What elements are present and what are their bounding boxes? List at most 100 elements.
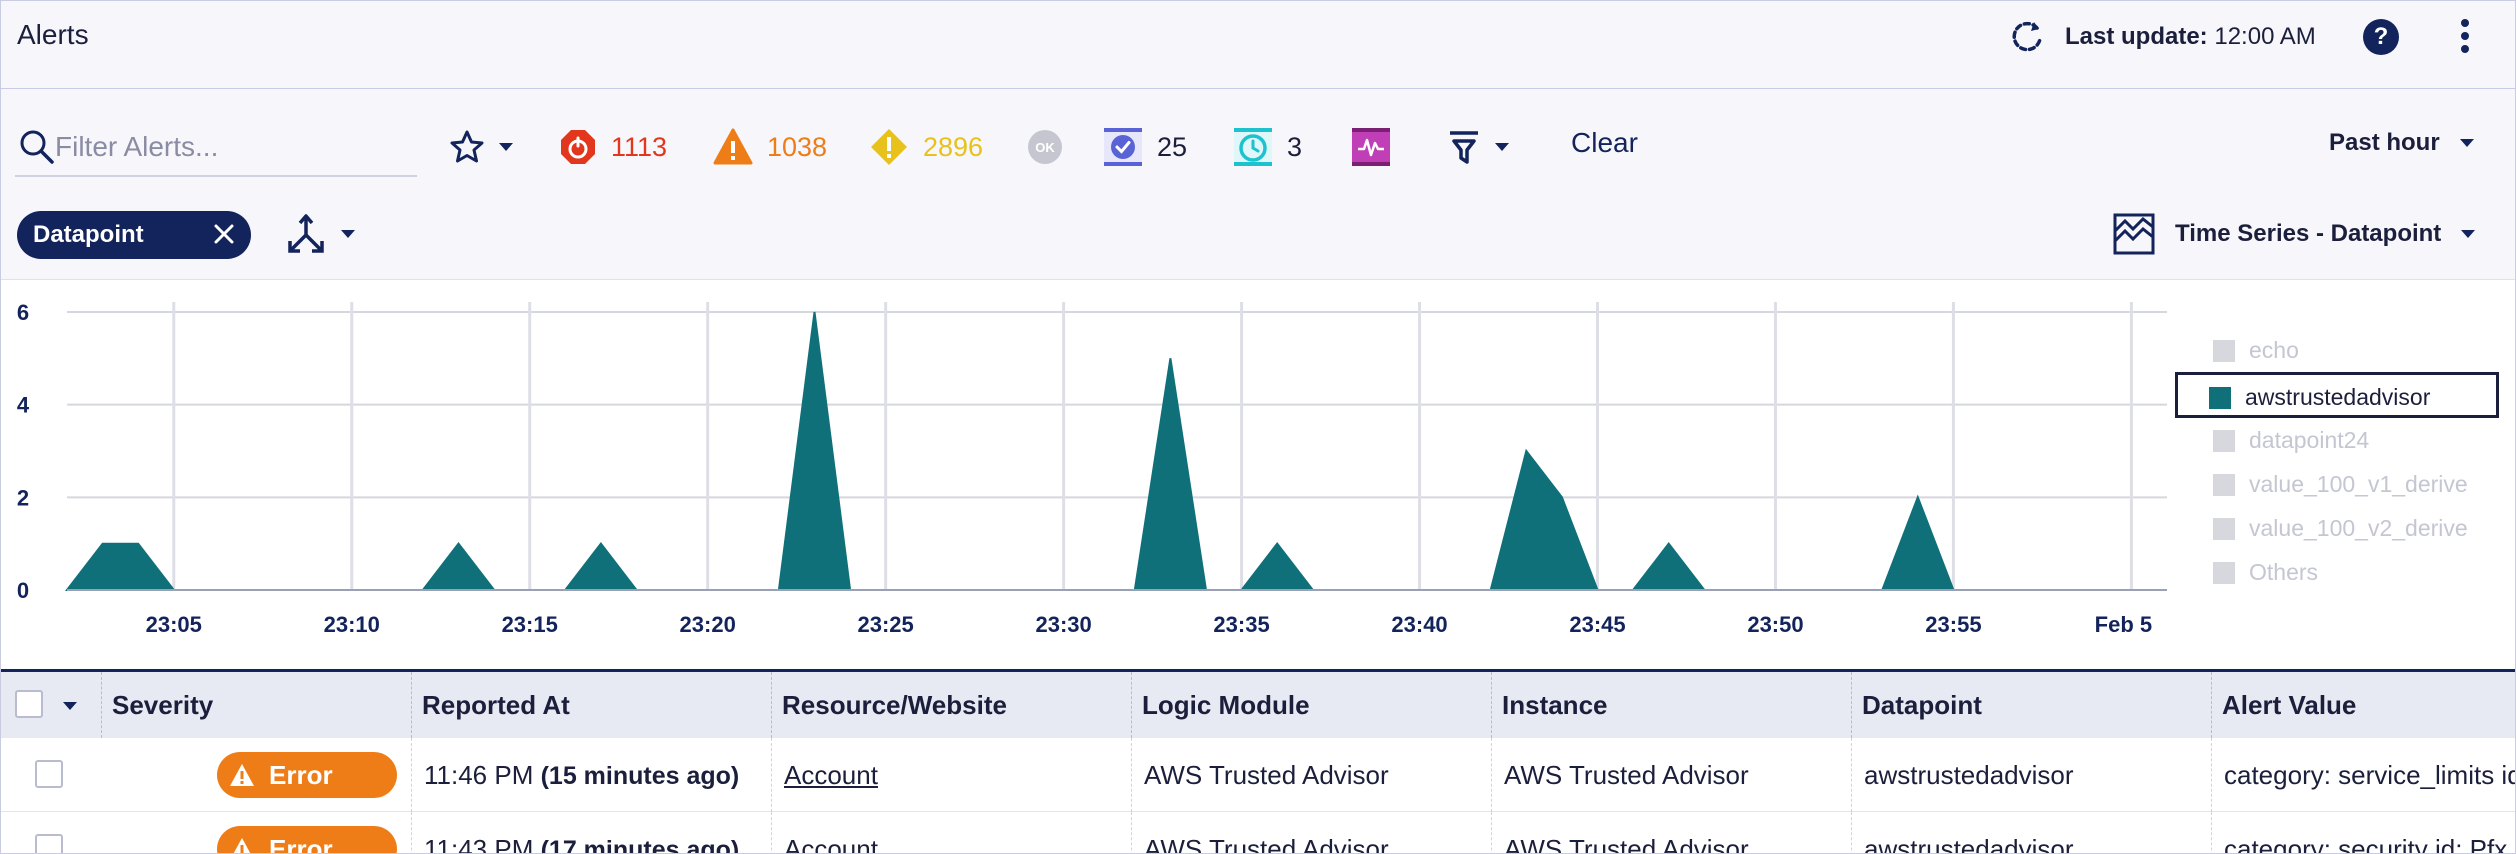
severity-label: Error <box>269 759 333 790</box>
column-header-alert-value[interactable]: Alert Value <box>2211 672 2515 738</box>
reported-time: 11:43 PM <box>424 834 534 854</box>
instance-cell: AWS Trusted Advisor <box>1491 738 1851 812</box>
x-tick-label: 23:45 <box>1569 612 1625 637</box>
legend-item[interactable]: echo <box>2179 328 2495 372</box>
alert-value-cell: category: security id: Pfx... <box>2211 812 2515 853</box>
more-options-icon[interactable] <box>2457 17 2473 57</box>
error-icon <box>713 128 753 165</box>
y-tick-label: 2 <box>17 485 29 510</box>
anomaly-filter[interactable] <box>1351 125 1391 169</box>
legend-label: datapoint24 <box>2249 427 2370 453</box>
row-checkbox[interactable] <box>35 760 63 788</box>
page-header: Alerts Last update: 12:00 AM ? <box>1 1 2515 89</box>
x-tick-label: 23:20 <box>680 612 736 637</box>
filter-toolbar: 1113 1038 2896 OK <box>1 89 2515 279</box>
error-filter[interactable]: 1038 <box>713 125 827 169</box>
legend-item[interactable]: value_100_v2_derive <box>2179 506 2495 550</box>
chevron-down-icon[interactable] <box>63 702 77 710</box>
table-row[interactable]: Error 11:46 PM (15 minutes ago) Account … <box>1 738 2515 812</box>
chevron-down-icon <box>341 230 355 238</box>
critical-count: 1113 <box>611 131 668 162</box>
help-icon[interactable]: ? <box>2363 19 2399 55</box>
advanced-filter-dropdown[interactable] <box>1447 125 1509 169</box>
column-header-reported-at[interactable]: Reported At <box>411 672 771 738</box>
acknowledged-count: 25 <box>1157 131 1188 162</box>
sdt-count: 3 <box>1287 131 1303 162</box>
legend-item[interactable]: value_100_v1_derive <box>2179 462 2495 506</box>
legend-swatch <box>2209 387 2231 409</box>
search-box <box>15 119 417 177</box>
filter-chip-label: Datapoint <box>33 221 144 248</box>
resource-link[interactable]: Account <box>784 834 878 854</box>
clear-filters-button[interactable]: Clear <box>1571 127 1638 158</box>
x-tick-label: 23:15 <box>502 612 558 637</box>
table-row[interactable]: Error 11:43 PM (17 minutes ago) Account … <box>1 812 2515 854</box>
resource-cell: Account <box>771 812 1131 854</box>
reported-ago: (17 minutes ago) <box>540 836 740 854</box>
column-header-severity[interactable]: Severity <box>101 672 411 738</box>
select-all-checkbox[interactable] <box>15 690 43 718</box>
alerts-table: Severity Reported At Resource/Website Lo… <box>1 669 2515 854</box>
favorites-dropdown[interactable] <box>449 125 513 169</box>
warning-filter[interactable]: 2896 <box>869 125 983 169</box>
datapoint-cell: awstrustedadvisor <box>1851 738 2211 812</box>
acknowledged-icon <box>1104 128 1142 166</box>
x-tick-label: 23:50 <box>1747 612 1803 637</box>
page-title: Alerts <box>17 19 89 50</box>
chevron-down-icon <box>2461 230 2476 238</box>
legend-item[interactable]: Others <box>2179 550 2495 594</box>
warning-count: 2896 <box>923 131 984 162</box>
group-by-dropdown[interactable] <box>285 213 355 255</box>
legend-swatch <box>2213 474 2235 496</box>
column-header-logic-module[interactable]: Logic Module <box>1131 672 1491 738</box>
logic-module-cell: AWS Trusted Advisor <box>1131 812 1491 853</box>
instance-cell: AWS Trusted Advisor <box>1491 812 1851 853</box>
x-tick-label: 23:55 <box>1925 612 1981 637</box>
acknowledged-filter[interactable]: 25 <box>1103 125 1187 169</box>
legend-label: awstrustedadvisor <box>2245 384 2431 410</box>
close-icon[interactable] <box>211 221 237 247</box>
severity-badge: Error <box>217 826 397 854</box>
refresh-icon[interactable] <box>2007 17 2047 57</box>
chevron-down-icon <box>1495 143 1509 151</box>
resource-link[interactable]: Account <box>784 760 878 790</box>
critical-filter[interactable]: 1113 <box>559 125 667 169</box>
sdt-filter[interactable]: 3 <box>1233 125 1302 169</box>
column-header-resource[interactable]: Resource/Website <box>771 672 1131 738</box>
reported-at-cell: 11:43 PM (17 minutes ago) <box>411 812 771 854</box>
legend-item[interactable]: datapoint24 <box>2179 418 2495 462</box>
reported-time: 11:46 PM <box>424 760 534 790</box>
sdt-clock-icon <box>1234 128 1272 166</box>
column-header-datapoint[interactable]: Datapoint <box>1851 672 2211 738</box>
reported-ago: (15 minutes ago) <box>540 762 740 790</box>
critical-icon <box>561 130 595 164</box>
view-type-dropdown[interactable]: Time Series - Datapoint <box>2113 213 2476 255</box>
chart-plot: 0 2 4 6 23:05 23:10 23:15 23:20 23:25 23:30 23:35 2… <box>17 300 2167 637</box>
ok-filter[interactable]: OK <box>1027 125 1063 169</box>
time-series-chart: 0 2 4 6 23:05 23:10 23:15 23:20 23:25 23:30 23:35 2… <box>1 279 2515 669</box>
datapoint-cell: awstrustedadvisor <box>1851 812 2211 853</box>
severity-label: Error <box>269 833 333 854</box>
area-chart-icon <box>2113 213 2155 255</box>
legend-item[interactable]: awstrustedadvisor <box>2175 372 2499 418</box>
column-header-instance[interactable]: Instance <box>1491 672 1851 738</box>
search-input[interactable] <box>55 129 405 165</box>
x-tick-label: 23:40 <box>1391 612 1447 637</box>
legend-swatch <box>2213 562 2235 584</box>
x-tick-label: 23:05 <box>146 612 202 637</box>
search-icon <box>20 130 54 164</box>
time-range-dropdown[interactable]: Past hour <box>2329 129 2474 157</box>
row-checkbox[interactable] <box>35 834 63 853</box>
x-tick-label: 23:30 <box>1035 612 1091 637</box>
anomaly-icon <box>1352 128 1390 166</box>
group-by-icon <box>288 214 324 253</box>
series-area-awstrustedadvisor <box>64 311 2167 591</box>
severity-badge: Error <box>217 752 397 798</box>
view-type-label: Time Series - Datapoint <box>2175 220 2442 247</box>
last-update: Last update: 12:00 AM <box>2065 23 2316 51</box>
x-tick-label: 23:10 <box>324 612 380 637</box>
filter-chip-datapoint[interactable]: Datapoint <box>17 211 251 259</box>
table-header: Severity Reported At Resource/Website Lo… <box>1 672 2515 738</box>
chart-legend: echo awstrustedadvisor datapoint24 value_10… <box>2175 328 2499 594</box>
